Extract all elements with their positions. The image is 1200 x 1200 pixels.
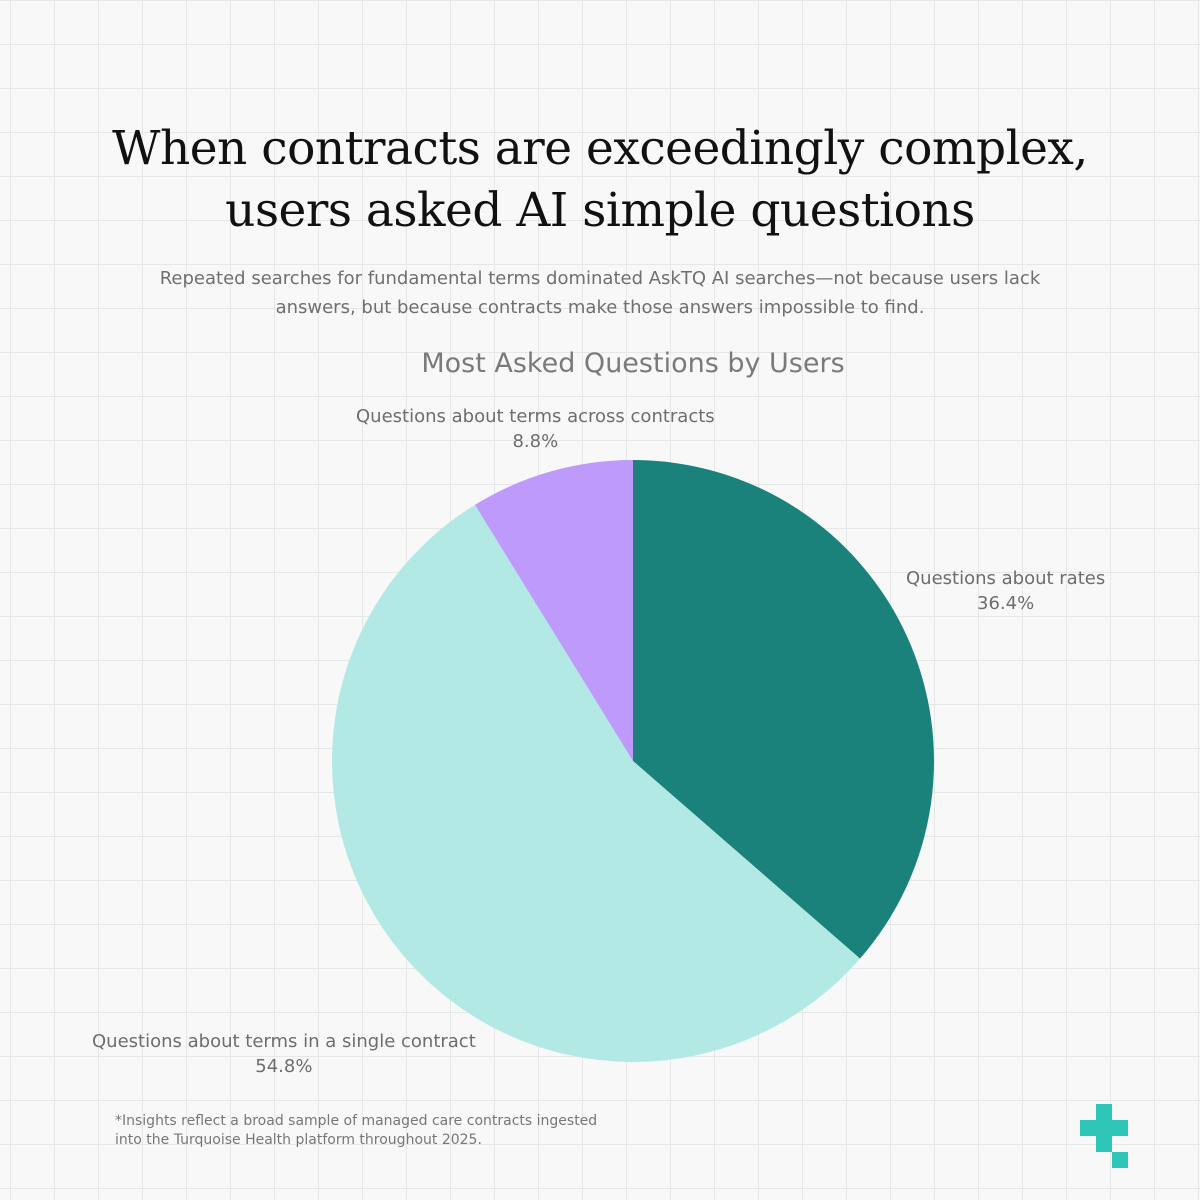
slice-label-single-contract-value: 54.8% [255,1056,313,1077]
slice-label-rates-name: Questions about rates [906,568,1106,589]
headline-line-2: users asked AI simple questions [225,183,975,238]
subtitle: Repeated searches for fundamental terms … [140,264,1060,322]
logo-cross-horizontal [1080,1120,1128,1136]
slice-label-across-contracts-name: Questions about terms across contracts [356,406,715,427]
footnote: *Insights reflect a broad sample of mana… [115,1112,675,1150]
headline: When contracts are exceedingly complex, … [0,118,1200,242]
chart-title: Most Asked Questions by Users [421,348,845,379]
footnote-line-1: *Insights reflect a broad sample of mana… [115,1113,598,1129]
turquoise-health-cross-icon [1080,1104,1128,1168]
slice-label-across-contracts: Questions about terms across contracts 8… [356,404,715,454]
slice-label-across-contracts-value: 8.8% [512,431,559,452]
subtitle-line-1: Repeated searches for fundamental terms … [159,268,1041,289]
slice-rates [633,460,934,959]
slice-label-single-contract-name: Questions about terms in a single contra… [92,1031,476,1052]
slice-label-rates-value: 36.4% [977,593,1035,614]
slice-single-contract [332,504,861,1062]
headline-line-1: When contracts are exceedingly complex, [112,121,1088,176]
slice-across-contracts [474,460,633,761]
slice-label-rates: Questions about rates 36.4% [906,566,1105,616]
footnote-line-2: into the Turquoise Health platform throu… [115,1132,482,1148]
slice-label-single-contract: Questions about terms in a single contra… [92,1029,476,1079]
subtitle-line-2: answers, but because contracts make thos… [275,297,925,318]
logo-accent-square [1112,1152,1128,1168]
